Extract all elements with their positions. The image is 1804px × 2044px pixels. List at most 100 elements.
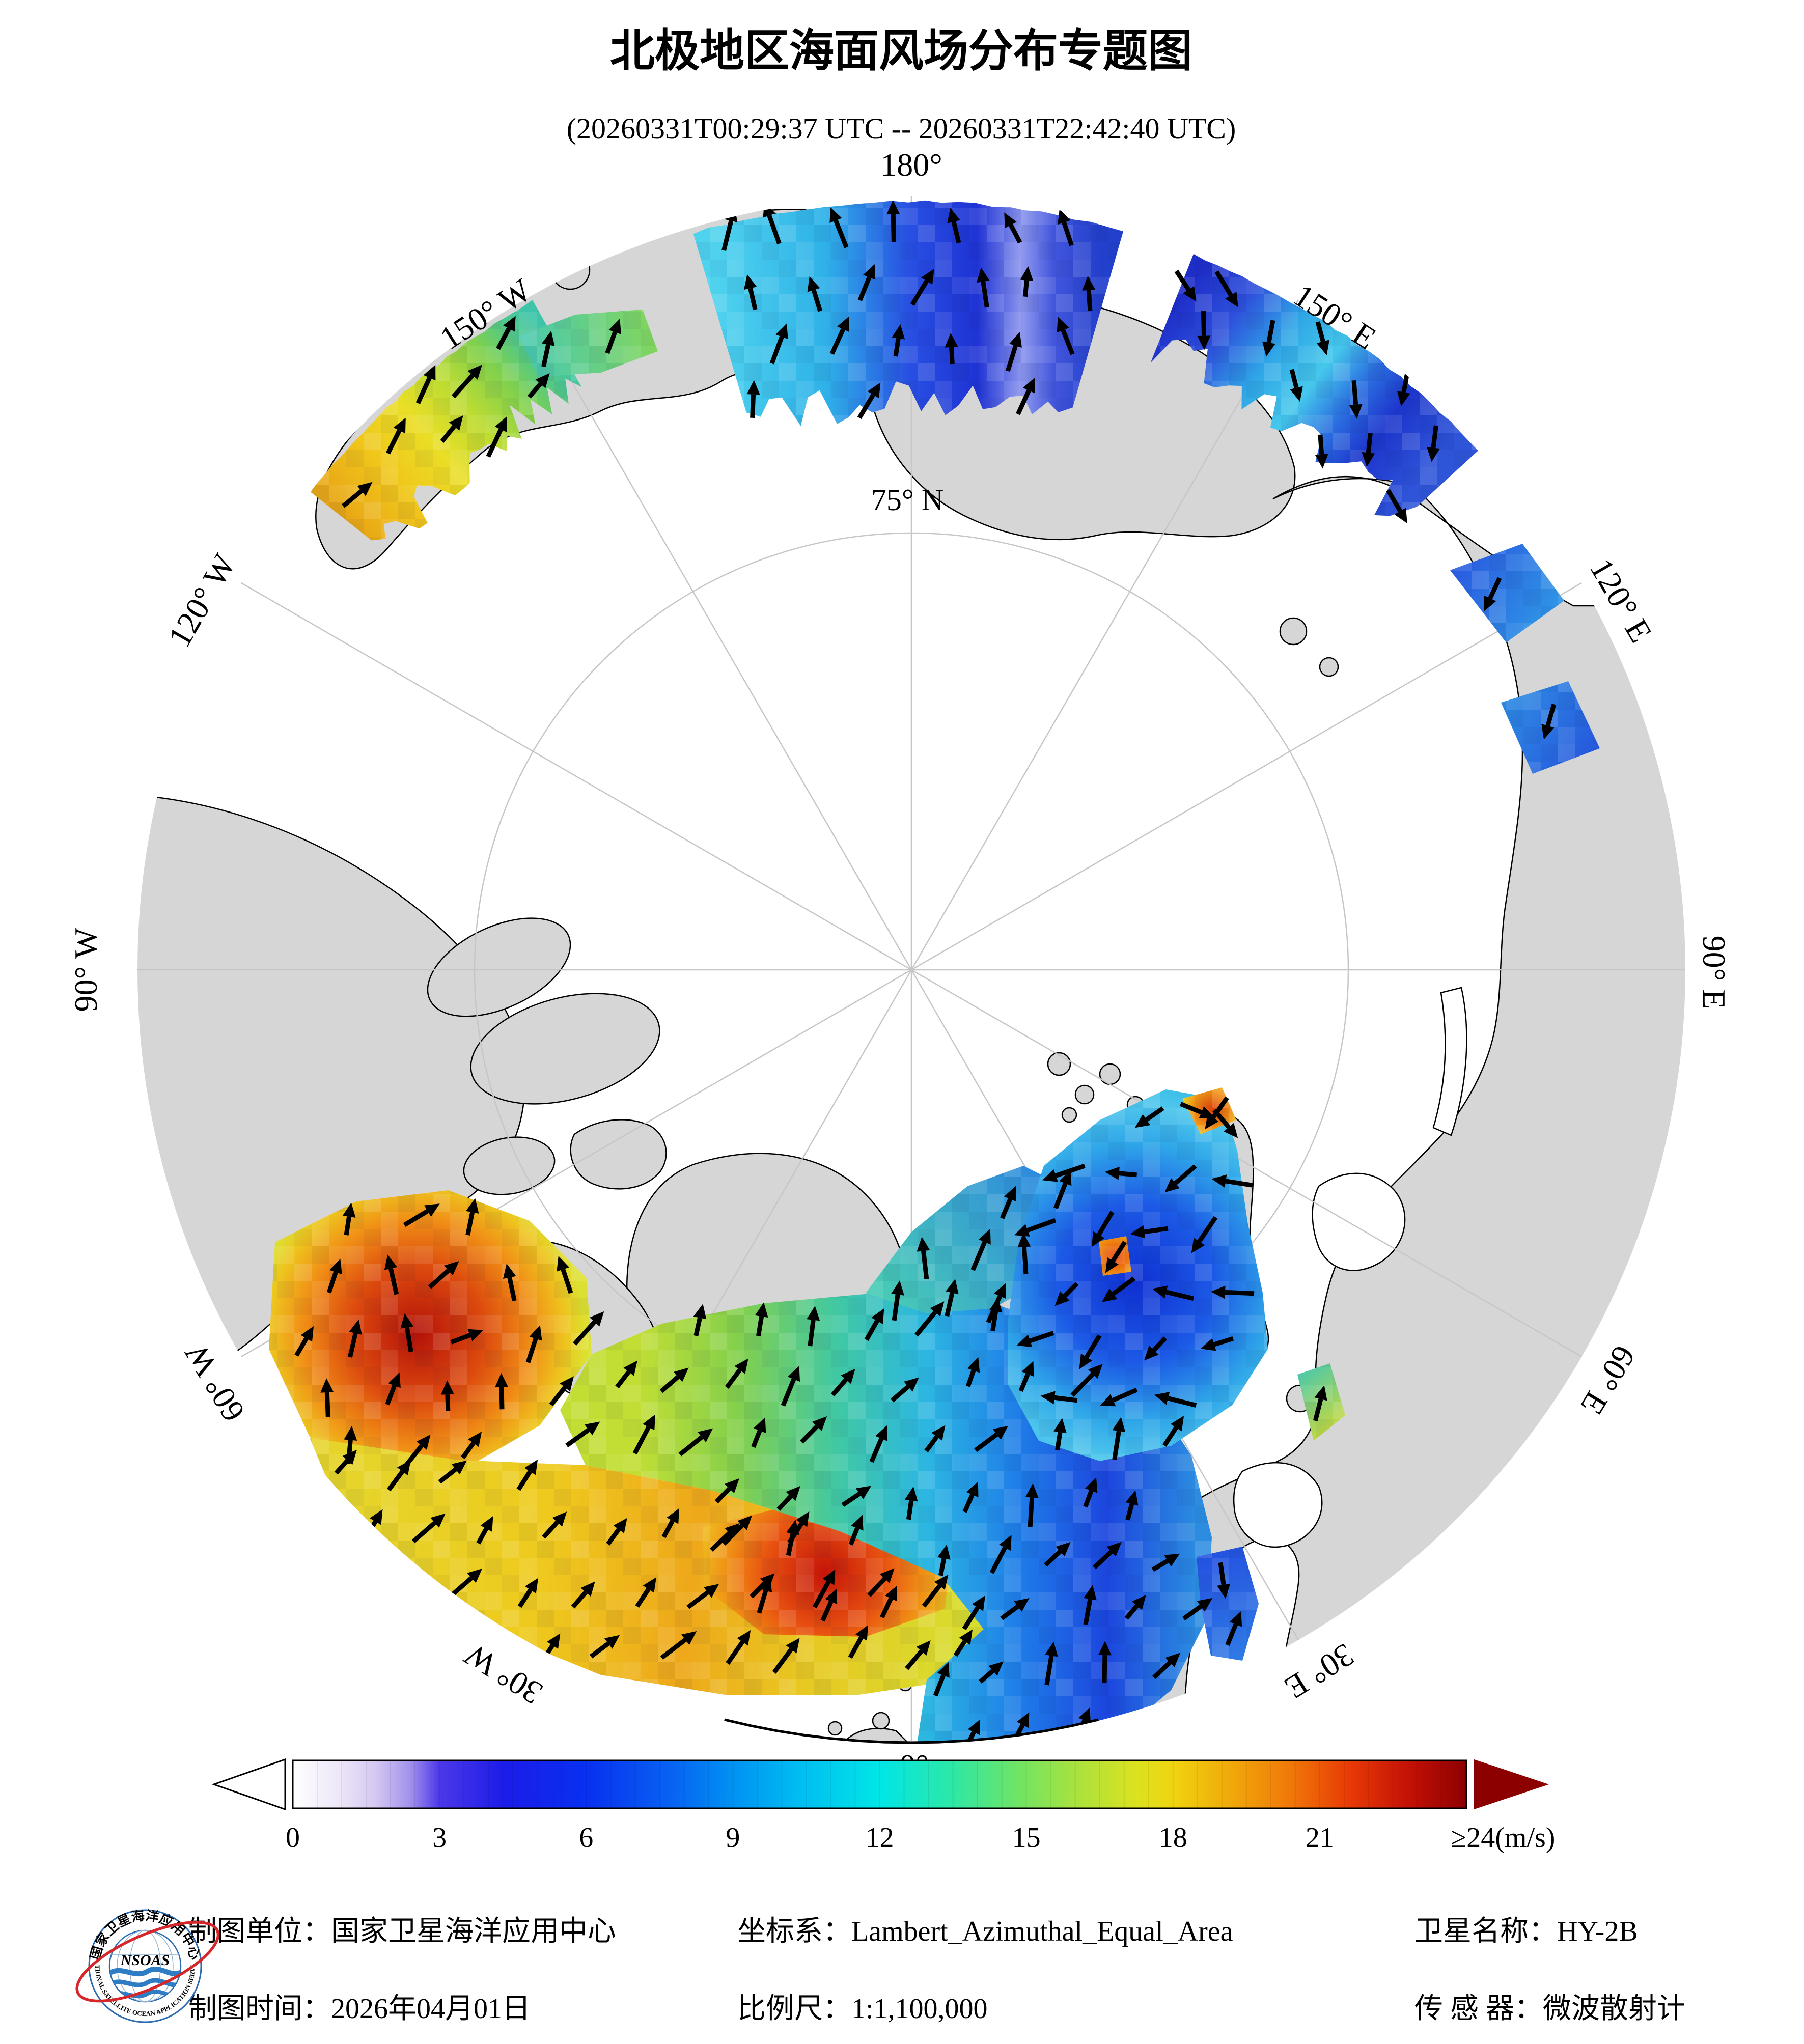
wind-arrow: [527, 382, 542, 399]
wind-arrow: [561, 1269, 573, 1294]
wind-arrow: [324, 1392, 330, 1417]
wind-arrow-head: [871, 1308, 884, 1324]
wind-arrow-head: [329, 1258, 342, 1275]
wind-arrow-head: [1315, 454, 1328, 469]
footer-coordinate-system: 坐标系：Lambert_Azimuthal_Equal_Area: [737, 1916, 1233, 1947]
wind-arrow: [571, 1590, 588, 1609]
wind-arrow-head: [535, 373, 550, 388]
wind-arrow-head: [580, 1581, 595, 1597]
wind-arrow: [781, 1378, 796, 1407]
wind-arrow-head: [1224, 1123, 1238, 1138]
colorbar-tick-3: 3: [432, 1822, 447, 1854]
wind-arrow: [1151, 1559, 1169, 1572]
wind-arrow-head: [1316, 340, 1329, 355]
wind-arrow-head: [1098, 1641, 1112, 1656]
alaska-swath-cells: [310, 300, 582, 541]
wind-arrow: [1111, 1241, 1127, 1263]
colorbar-tick-12: 12: [866, 1822, 894, 1854]
wind-arrow: [549, 1386, 567, 1407]
wind-arrow-head: [1397, 391, 1410, 407]
wind-arrow-head: [1164, 1553, 1180, 1567]
baydaratskaya-bay-water: [1312, 1172, 1406, 1271]
wind-arrow-head: [384, 1254, 398, 1270]
wind-arrow: [820, 1601, 834, 1622]
wind-arrow: [1318, 434, 1324, 455]
wind-arrow-head: [388, 1372, 401, 1388]
wind-arrow: [1102, 1655, 1107, 1683]
wind-arrow-head: [754, 1417, 766, 1433]
wind-arrow-head: [1105, 1257, 1119, 1273]
wind-arrow-head: [585, 1421, 600, 1436]
logo-acronym: NSOAS: [120, 1952, 170, 1969]
wind-arrow: [1083, 1599, 1093, 1626]
page-title: 北极地区海面风场分布专题图: [610, 25, 1192, 76]
colorbar-right-arrow: [1474, 1759, 1549, 1809]
colorbar-left-arrow: [211, 1758, 286, 1811]
wind-arrow-head: [743, 274, 757, 290]
wind-arrow-head: [623, 1360, 637, 1376]
wind-arrow-head: [589, 1311, 604, 1327]
wind-arrow: [892, 1294, 900, 1321]
wind-arrow: [722, 1524, 744, 1546]
lon-label-90w: 90° W: [68, 928, 104, 1012]
wind-arrow-head: [796, 1511, 810, 1527]
wind-arrow-head: [993, 1283, 1006, 1299]
wind-arrow: [693, 1317, 702, 1336]
wind-arrow-head: [393, 417, 406, 434]
logo-wave: [109, 1978, 181, 1987]
wind-arrow: [834, 219, 849, 248]
colorbar-tick-0: 0: [286, 1822, 300, 1854]
chukchi-swath: [693, 200, 1123, 426]
wind-arrow: [678, 1435, 704, 1457]
wind-arrow-head: [342, 1449, 357, 1465]
wind-arrow: [404, 1327, 413, 1352]
wind-arrow-head: [934, 1574, 949, 1590]
wind-arrow: [922, 1584, 941, 1608]
wind-arrow-head: [1152, 1285, 1168, 1299]
wind-arrow-head: [397, 1460, 411, 1475]
wind-arrow: [342, 489, 363, 508]
wind-arrow-head: [1229, 1611, 1242, 1627]
wind-arrow: [486, 428, 503, 458]
meridian-line-30: [910, 299, 1299, 970]
wind-arrow: [970, 1241, 987, 1271]
wind-arrow-head: [1021, 1361, 1034, 1377]
wind-arrow: [830, 1378, 848, 1397]
wind-arrow-head: [759, 1577, 772, 1593]
wind-arrow: [1062, 221, 1074, 246]
wind-arrow: [1152, 1661, 1172, 1679]
wind-arrow-head: [1362, 452, 1375, 467]
wind-arrow: [799, 1424, 819, 1444]
wind-arrow-head: [829, 207, 842, 223]
wind-arrow: [326, 1271, 338, 1294]
wind-arrow: [334, 1459, 349, 1475]
wind-arrow-head: [1154, 1392, 1170, 1405]
wind-arrow-head: [904, 1486, 918, 1502]
wind-arrow-head: [885, 1585, 897, 1602]
faroe-2-landmass: [872, 1712, 890, 1730]
colorbar-tick-18: 18: [1159, 1822, 1187, 1854]
wind-arrow-head: [1016, 1334, 1033, 1348]
wind-arrow-head: [467, 1329, 484, 1341]
wind-arrow-head: [344, 1425, 357, 1441]
wind-arrow-head: [1211, 1174, 1227, 1188]
wind-arrow-head: [937, 1662, 950, 1678]
wind-arrow: [1366, 433, 1373, 453]
wind-arrow: [1055, 1163, 1086, 1178]
meridian-line-60: [911, 582, 1582, 971]
wind-arrow-head: [643, 1577, 656, 1593]
white-sea-water: [1233, 1462, 1323, 1548]
wind-arrow-head: [524, 1459, 538, 1475]
wind-arrow-head: [1200, 1338, 1216, 1351]
wind-arrow: [632, 1426, 651, 1455]
wind-arrow: [880, 1597, 893, 1618]
wind-arrow: [1086, 290, 1093, 312]
wind-arrow: [1174, 1164, 1197, 1185]
wind-arrow-head: [1164, 1178, 1180, 1193]
wind-arrow-head: [1266, 1713, 1279, 1729]
wind-arrow: [1093, 1550, 1113, 1570]
wind-arrow: [476, 1527, 488, 1545]
wind-arrow: [962, 1606, 980, 1631]
bottom-edge-arc: [724, 1718, 1099, 1744]
wind-arrow: [1167, 1396, 1197, 1408]
